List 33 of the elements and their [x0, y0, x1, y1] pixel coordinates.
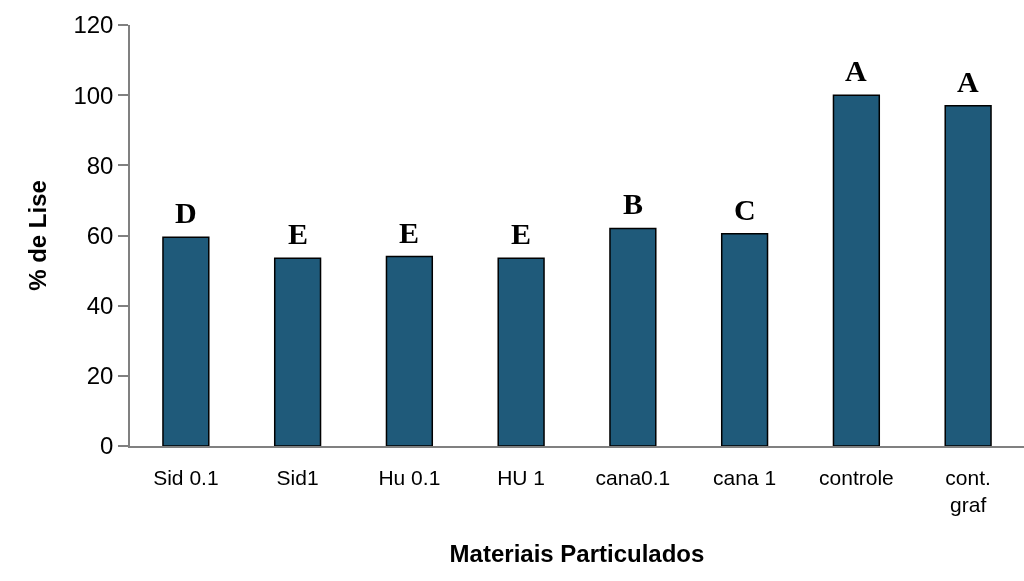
x-tick-label: Hu 0.1	[378, 465, 441, 489]
annotation: E	[511, 217, 532, 250]
annotation: E	[288, 217, 309, 250]
x-tick-label: Sid 0.1	[153, 465, 219, 489]
annotation: B	[623, 187, 644, 220]
annotation: A	[845, 54, 867, 87]
bar	[832, 94, 881, 446]
x-tick-label: Sid1	[276, 465, 319, 489]
y-tick-label: 40	[86, 292, 114, 320]
y-tick-label: 120	[73, 11, 114, 39]
bar	[162, 236, 210, 446]
x-tick-label: cana 1	[713, 465, 777, 489]
y-tick-label: 0	[100, 432, 114, 460]
bar	[609, 227, 657, 446]
bar	[273, 257, 322, 446]
bar	[497, 257, 545, 446]
x-tick-label: cont. graf	[945, 465, 991, 517]
bar	[720, 233, 769, 446]
annotation: D	[175, 196, 197, 229]
y-tick-label: 60	[86, 221, 114, 249]
annotation: C	[734, 193, 756, 226]
x-tick-label: HU 1	[497, 465, 546, 489]
y-tick-label: 80	[86, 151, 114, 179]
y-axis-title: % de Lise	[24, 180, 51, 291]
x-tick-label: controle	[819, 465, 894, 489]
bar	[944, 104, 992, 446]
x-axis-title: Materiais Particulados	[449, 540, 705, 568]
y-tick-label: 20	[86, 362, 114, 390]
x-tick-label: cana0.1	[595, 465, 671, 489]
annotation: A	[957, 65, 979, 98]
y-tick-label: 100	[73, 81, 114, 109]
annotation: E	[399, 216, 420, 249]
bar	[385, 255, 434, 446]
